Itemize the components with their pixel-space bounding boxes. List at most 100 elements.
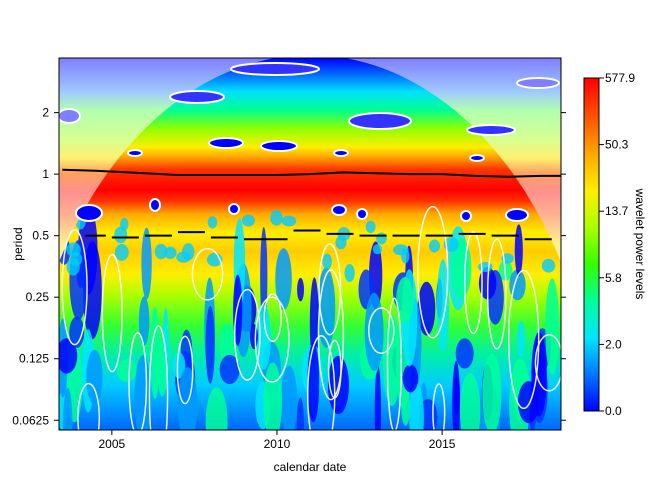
texture-blob: [256, 304, 271, 370]
texture-blob: [517, 320, 526, 358]
texture-spot: [154, 243, 168, 260]
y-tick-label: 0.0625: [12, 413, 49, 427]
contour-outline: [486, 238, 507, 350]
texture-blob: [374, 365, 382, 430]
texture-blob: [297, 277, 304, 302]
texture-blob: [296, 397, 304, 430]
texture-blob: [307, 342, 320, 423]
texture-blob: [205, 387, 228, 430]
x-tick-label: 2015: [429, 437, 456, 451]
y-tick-label: 1: [42, 167, 49, 181]
y-axis-title: period: [11, 227, 25, 260]
texture-blob: [172, 352, 186, 379]
texture-spot: [164, 246, 177, 260]
texture-blob: [514, 224, 523, 277]
texture-spot: [365, 220, 376, 234]
significance-contours: [59, 62, 561, 430]
texture-spot: [372, 244, 383, 255]
contour-outline: [61, 228, 88, 346]
y-tick-label: 0.5: [32, 229, 49, 243]
texture-blob: [177, 367, 198, 430]
contour-outline: [128, 332, 148, 430]
colorbar-title: wavelet power levels: [633, 188, 647, 300]
texture-spot: [541, 258, 556, 273]
contour-island: [348, 112, 412, 130]
texture-spot: [270, 209, 283, 226]
contour-island: [260, 140, 298, 152]
contour-island: [469, 154, 485, 162]
contour-island: [230, 62, 320, 76]
texture-spot: [429, 239, 441, 253]
texture-blob: [409, 383, 424, 430]
contour-island: [505, 208, 529, 222]
texture-blob: [417, 281, 436, 336]
contour-outline: [148, 325, 169, 430]
texture-blob: [459, 372, 481, 430]
semiannual-power-ridge: [85, 229, 552, 241]
contour-island: [516, 77, 560, 89]
texture-spot: [114, 243, 129, 261]
x-axis: 2005 2010 2015: [98, 430, 456, 451]
plot-frame: [58, 57, 562, 431]
y-tick-label: 0.125: [19, 352, 49, 366]
texture-blob: [249, 323, 258, 350]
texture-blob: [86, 349, 103, 405]
texture-blob: [396, 276, 414, 323]
texture-blob: [545, 278, 560, 375]
texture-blob: [219, 323, 235, 363]
contour-island: [333, 149, 349, 157]
contour-outline: [233, 288, 261, 381]
contour-island: [169, 90, 225, 104]
texture-spot: [281, 215, 297, 227]
texture-spot: [344, 264, 355, 283]
contour-outline: [534, 334, 561, 392]
annual-power-ridge: [62, 168, 561, 178]
texture-spot: [322, 253, 332, 270]
texture-blob: [281, 365, 298, 430]
contour-outline: [386, 297, 402, 430]
contour-island: [331, 204, 347, 216]
texture-spot: [66, 257, 80, 276]
colorbar-tick-label: 2.0: [605, 337, 622, 351]
contour-outline: [432, 383, 446, 430]
texture-blob: [260, 227, 268, 327]
texture-blob: [59, 338, 78, 374]
y-axis: 0.0625 0.125 0.25 0.5 1 2: [12, 106, 566, 427]
colorbar-tick-label: 13.7: [605, 204, 629, 218]
contour-outline: [191, 247, 224, 301]
colorbar-ticks: 0.0 2.0 5.8 13.7 50.3 577.9: [599, 71, 635, 418]
texture-blob: [263, 362, 283, 430]
texture-blob: [383, 315, 401, 407]
texture-blob: [141, 227, 152, 300]
texture-blob: [482, 353, 502, 430]
contour-island: [460, 210, 472, 222]
texture-spot: [376, 232, 387, 245]
contour-island: [228, 203, 240, 215]
x-tick-label: 2005: [98, 437, 125, 451]
texture-blob: [531, 332, 547, 417]
contour-outline: [327, 339, 342, 399]
contour-island: [127, 149, 143, 157]
contour-outline: [317, 269, 345, 401]
texture-spot: [478, 261, 493, 272]
colorbar: 0.0 2.0 5.8 13.7 50.3 577.9 wavelet power lev…: [583, 71, 647, 418]
contour-outline: [368, 307, 395, 355]
colorbar-scale: [583, 77, 600, 412]
texture-spot: [401, 248, 410, 264]
texture-blob: [69, 316, 85, 348]
texture-blob: [205, 305, 215, 384]
texture-blob: [455, 338, 474, 369]
texture-blob: [138, 296, 150, 346]
contour-outline: [318, 243, 342, 336]
texture-blob: [275, 248, 292, 310]
texture-spot: [241, 214, 255, 227]
y-tick-label: 0.25: [26, 290, 50, 304]
texture-blob: [116, 358, 138, 382]
colorbar-tick-label: 50.3: [605, 138, 629, 152]
contour-outline: [417, 205, 449, 339]
texture-blob: [401, 388, 411, 426]
contour-island: [149, 198, 161, 212]
high-frequency-blobs: [59, 205, 560, 430]
contour-outline: [254, 296, 290, 383]
